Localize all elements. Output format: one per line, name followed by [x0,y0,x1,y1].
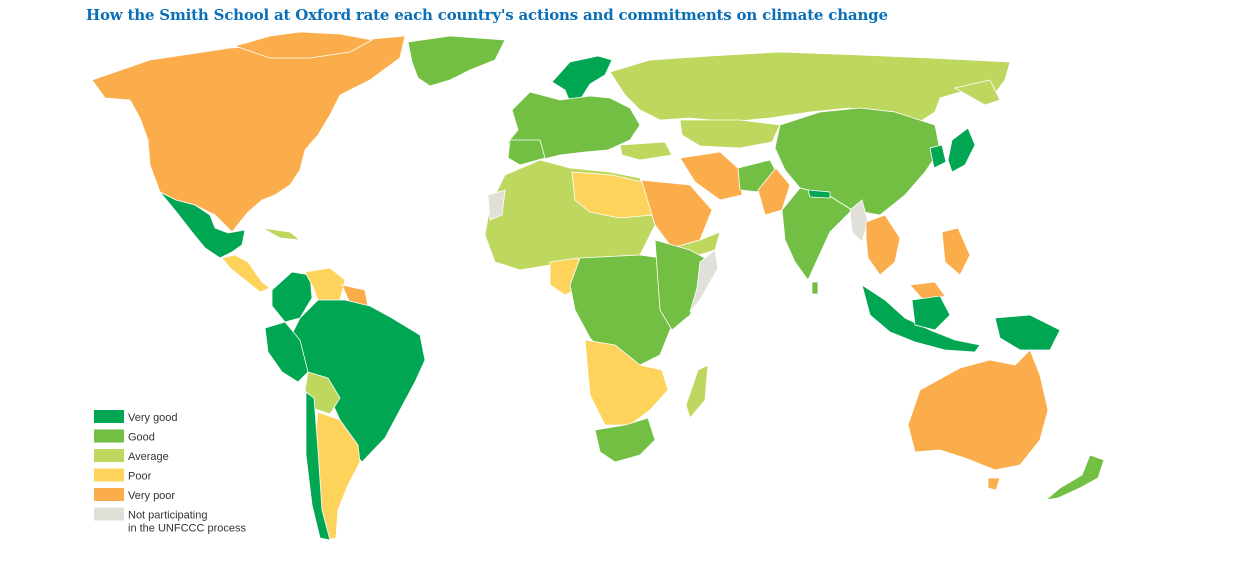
borneo-region [911,295,951,331]
mexico-region [159,191,246,259]
legend-label: Good [128,432,155,444]
legend-label: Poor [128,471,152,483]
western-sahara-region [487,189,506,221]
central-america-region [221,254,271,293]
chile-region [305,391,331,541]
legend-item: Very good [94,410,178,424]
legend-swatch [94,410,124,423]
japan-region [947,127,976,173]
peru-region [264,321,309,383]
legend-swatch [94,449,124,462]
legend-label: Very good [128,412,178,424]
legend-label: Very poor [128,490,175,502]
legend-item: Average [94,449,169,463]
pakistan-region [757,167,791,216]
south-africa-region [594,417,656,463]
legend-label-line-2: in the UNFCCC process [128,523,246,535]
legend-swatch [94,488,124,501]
myanmar-region [849,199,869,243]
legend-swatch [94,429,124,443]
russia-region [609,51,1011,126]
legend-label-line-1: Not participating [128,510,208,522]
kazakhstan-region [679,119,781,149]
legend: Very good Good Average Poor Very poor No… [94,410,246,535]
caribbean-region [261,227,302,241]
colombia-region [271,271,313,323]
scandinavia-region [551,55,613,103]
madagascar-region [685,364,709,419]
map-title: How the Smith School at Oxford rate each… [86,6,888,24]
china-region [774,107,941,216]
southern-africa-region [584,339,669,426]
iberia-region [507,139,546,166]
kamchatka-region [953,79,1001,106]
iran-region [679,151,743,201]
nepal-region [807,189,831,199]
legend-swatch [94,468,124,482]
libya-egypt-region [571,171,653,219]
greenland-region [407,35,506,87]
indochina-region [865,214,901,276]
indonesia-region [861,284,981,353]
legend-item: Poor [94,468,152,483]
legend-item: Not participating in the UNFCCC process [94,507,246,535]
somalia-region [689,249,719,313]
new-zealand-region [1044,454,1105,501]
north-america-region [91,35,406,233]
papua-region [994,314,1061,351]
philippines-region [941,227,971,276]
sri-lanka-region [811,281,819,295]
australia-region [907,349,1049,471]
legend-item: Very poor [94,488,175,502]
legend-item: Good [94,429,155,444]
legend-label: Average [128,451,169,463]
korea-region [929,144,947,169]
legend-label-multiline: Not participating in the UNFCCC process [128,510,246,535]
legend-swatch [94,507,124,521]
tasmania-region [987,477,1001,491]
turkey-region [619,141,673,161]
arctic-islands-region [233,31,374,59]
